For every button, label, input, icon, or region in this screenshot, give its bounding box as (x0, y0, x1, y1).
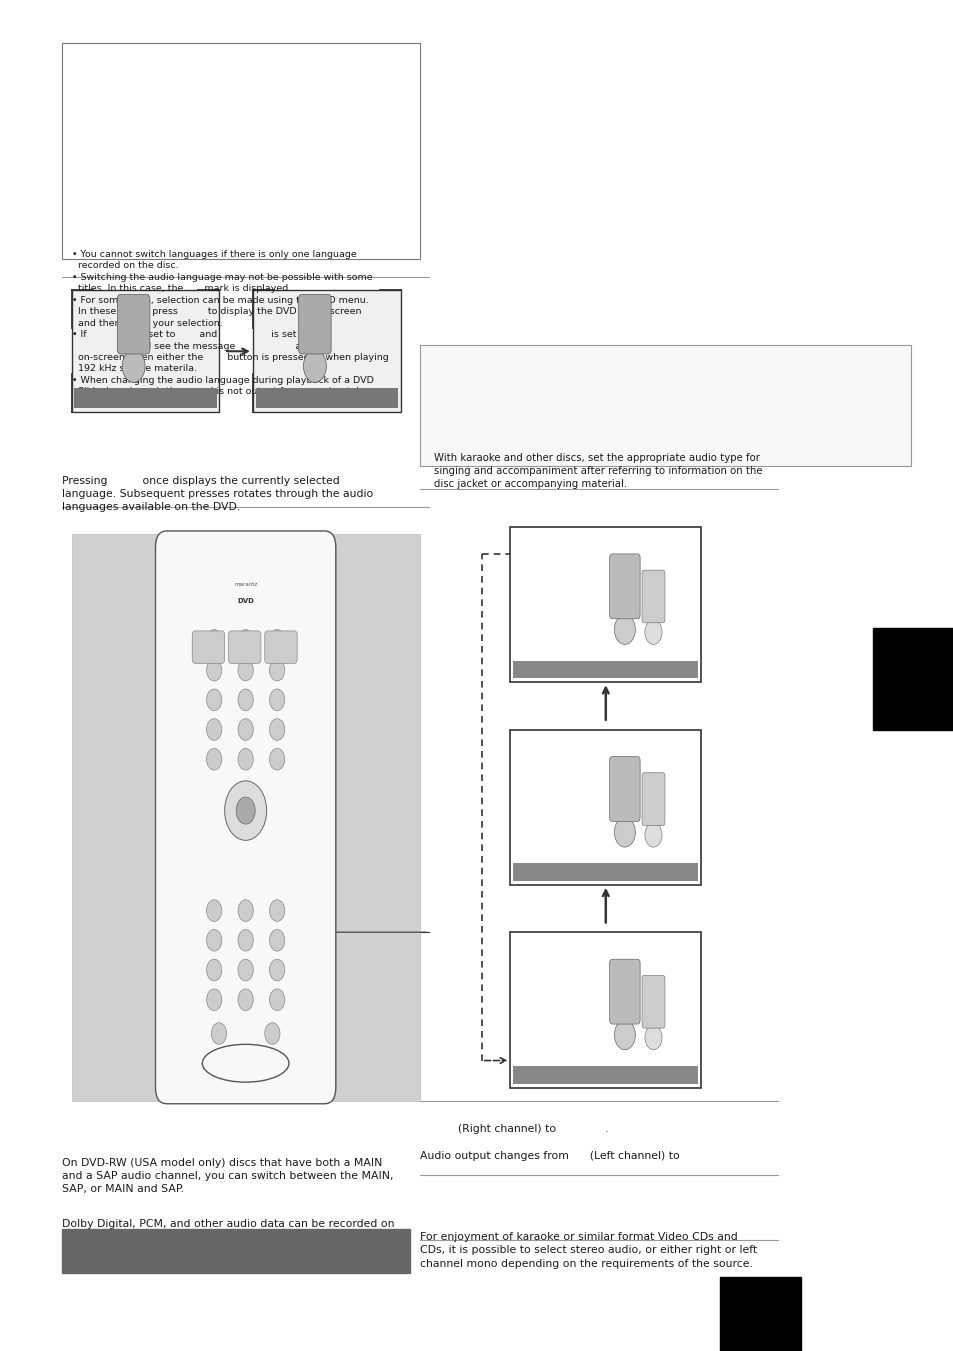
Circle shape (237, 689, 253, 711)
Circle shape (614, 1020, 635, 1050)
Circle shape (269, 659, 284, 681)
Circle shape (237, 719, 253, 740)
FancyBboxPatch shape (264, 631, 296, 663)
Circle shape (269, 748, 284, 770)
Circle shape (206, 659, 221, 681)
Bar (513, 863, 698, 881)
Bar (872, 628, 953, 730)
Bar (71, 290, 219, 412)
Text: marantz: marantz (233, 582, 257, 588)
Circle shape (206, 630, 221, 651)
FancyBboxPatch shape (609, 757, 639, 821)
Circle shape (212, 1023, 227, 1044)
Bar (510, 527, 700, 682)
Bar (510, 730, 700, 885)
Text: • You cannot switch languages if there is only one language
  recorded on the di: • You cannot switch languages if there i… (71, 250, 388, 408)
Bar (71, 534, 419, 1101)
Text: Pressing          once displays the currently selected
language. Subsequent pres: Pressing once displays the currently sel… (62, 476, 373, 512)
Circle shape (269, 900, 284, 921)
Circle shape (237, 630, 253, 651)
Circle shape (269, 989, 284, 1011)
Bar (510, 932, 700, 1088)
Circle shape (269, 929, 284, 951)
Circle shape (265, 1023, 280, 1044)
Circle shape (303, 350, 326, 382)
Bar (74, 388, 216, 408)
Circle shape (269, 630, 284, 651)
Circle shape (206, 900, 221, 921)
Text: On DVD-RW (USA model only) discs that have both a MAIN
and a SAP audio channel, : On DVD-RW (USA model only) discs that ha… (62, 1158, 393, 1194)
Circle shape (644, 620, 661, 644)
FancyBboxPatch shape (609, 554, 639, 619)
Bar (253, 290, 400, 412)
Circle shape (236, 797, 254, 824)
Text: With karaoke and other discs, set the appropriate audio type for
singing and acc: With karaoke and other discs, set the ap… (434, 453, 761, 489)
Circle shape (237, 959, 253, 981)
FancyBboxPatch shape (641, 570, 664, 623)
Bar (62, 43, 419, 259)
Circle shape (206, 959, 221, 981)
FancyBboxPatch shape (298, 295, 331, 354)
Circle shape (237, 929, 253, 951)
FancyBboxPatch shape (117, 295, 150, 354)
Text: (Right channel) to              .: (Right channel) to . (443, 1124, 607, 1133)
FancyBboxPatch shape (155, 531, 335, 1104)
FancyBboxPatch shape (641, 773, 664, 825)
Text: Audio output changes from      (Left channel) to: Audio output changes from (Left channel)… (419, 1151, 679, 1161)
Circle shape (269, 689, 284, 711)
Text: For enjoyment of karaoke or similar format Video CDs and
CDs, it is possible to : For enjoyment of karaoke or similar form… (419, 1232, 756, 1269)
FancyBboxPatch shape (609, 959, 639, 1024)
Circle shape (206, 689, 221, 711)
Text: DVD: DVD (237, 598, 253, 604)
Circle shape (614, 817, 635, 847)
FancyBboxPatch shape (193, 631, 225, 663)
Text: Dolby Digital, PCM, and other audio data can be recorded on
DVDs in a number of : Dolby Digital, PCM, and other audio data… (62, 1219, 395, 1255)
Circle shape (224, 781, 266, 840)
Circle shape (237, 659, 253, 681)
FancyBboxPatch shape (641, 975, 664, 1028)
Circle shape (644, 823, 661, 847)
Circle shape (269, 719, 284, 740)
Circle shape (122, 350, 145, 382)
Bar (255, 388, 397, 408)
Circle shape (206, 989, 221, 1011)
Circle shape (614, 615, 635, 644)
Ellipse shape (202, 1044, 289, 1082)
Bar (513, 1066, 698, 1084)
Circle shape (206, 719, 221, 740)
FancyBboxPatch shape (229, 631, 260, 663)
Circle shape (206, 929, 221, 951)
Circle shape (644, 1025, 661, 1050)
Circle shape (237, 989, 253, 1011)
Circle shape (269, 959, 284, 981)
Bar (513, 661, 698, 678)
Bar (720, 1277, 801, 1351)
Bar (62, 1229, 410, 1273)
Circle shape (206, 748, 221, 770)
Circle shape (237, 748, 253, 770)
Bar (419, 345, 910, 466)
Circle shape (237, 900, 253, 921)
